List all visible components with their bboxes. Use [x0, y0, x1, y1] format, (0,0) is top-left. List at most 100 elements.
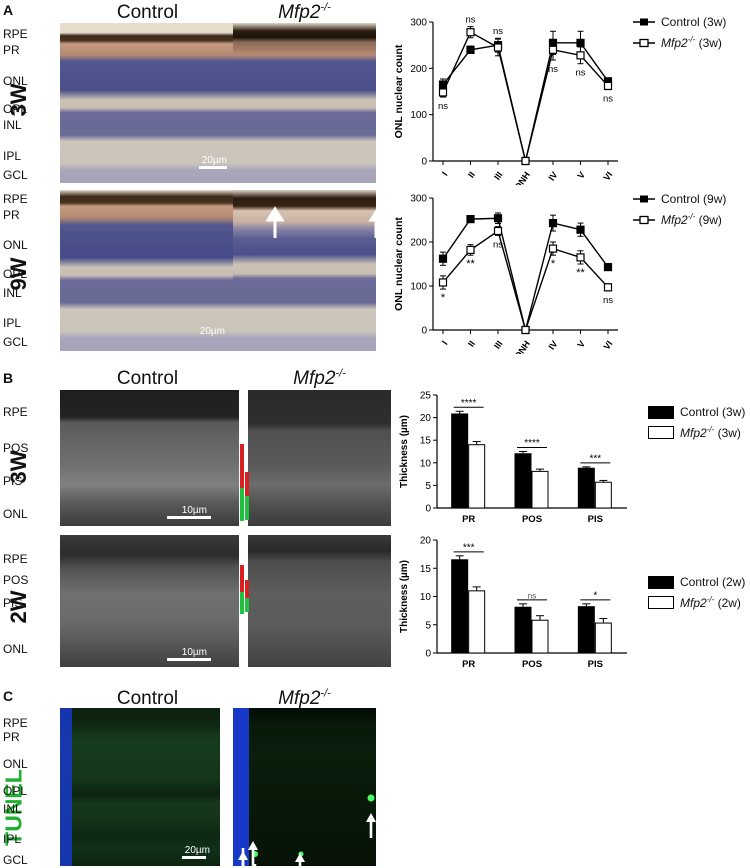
- panel-b-mfp2-title: Mfp2-/-: [293, 368, 346, 390]
- y-tick-label: 200: [410, 64, 427, 75]
- significance-label: **: [466, 258, 475, 270]
- layer-label: GCL: [3, 335, 28, 349]
- significance-label: ns: [465, 15, 475, 26]
- layer-label: IPL: [3, 149, 22, 163]
- x-tick-label: III: [492, 170, 505, 182]
- dapi-edge: [233, 708, 249, 866]
- data-point: [576, 51, 585, 60]
- significance-label: **: [576, 267, 585, 279]
- panel-letter-c: C: [3, 688, 14, 704]
- legend-item: Mfp2-/- (3w): [633, 35, 726, 50]
- significance-label: ***: [589, 453, 601, 464]
- y-tick-label: 10: [420, 592, 432, 603]
- y-tick-label: 100: [410, 282, 427, 293]
- layer-label: ONL: [3, 507, 28, 521]
- panel-c-layers: RPE PR ONL OPL INL IPL GCL: [3, 708, 58, 867]
- x-tick-label: I: [440, 339, 450, 347]
- data-point: [548, 244, 558, 253]
- layer-label: ONL: [3, 642, 28, 656]
- x-tick-label: PIS: [588, 659, 603, 670]
- x-tick-label: II: [466, 170, 477, 180]
- bar: [514, 453, 532, 509]
- data-point: [438, 278, 448, 287]
- bar-chart-2w: 0 5 10 15 20 Thickness (µm) PR *** POS ns PIS *: [399, 536, 627, 670]
- y-tick-label: 300: [410, 194, 427, 205]
- significance-label: ****: [461, 398, 477, 409]
- data-point: [603, 283, 613, 292]
- legend-line-9w: Control (9w) Mfp2-/- (9w): [633, 192, 726, 227]
- x-tick-label: ONH: [512, 170, 532, 185]
- scalebar: [167, 516, 211, 519]
- layer-label: ONL: [3, 74, 28, 88]
- layer-label: IPL: [3, 832, 22, 846]
- x-tick-label: IV: [546, 339, 559, 352]
- significance-label: *: [441, 292, 446, 304]
- x-tick-label: POS: [522, 514, 542, 525]
- data-point: [493, 214, 503, 223]
- significance-label: ***: [463, 542, 475, 553]
- data-point: [438, 88, 448, 97]
- data-point: [548, 218, 558, 228]
- layer-label: RPE: [3, 552, 28, 566]
- panel-letter-a: A: [3, 2, 14, 18]
- y-tick-label: 300: [410, 18, 427, 29]
- bar: [451, 413, 469, 509]
- data-point: [603, 81, 613, 91]
- x-tick-label: ONH: [512, 339, 532, 354]
- y-tick-label: 200: [410, 238, 427, 249]
- panel-letter-b: B: [3, 370, 14, 386]
- y-tick-label: 15: [420, 436, 432, 447]
- panel-a-layers-3w: RPE PR ONL OPL INL IPL GCL: [3, 23, 58, 183]
- scalebar-label: 10µm: [181, 647, 207, 658]
- layer-label: IPL: [3, 316, 22, 330]
- legend-item: Mfp2-/- (3w): [648, 425, 745, 440]
- dapi-edge: [60, 708, 72, 866]
- data-point: [493, 43, 503, 52]
- x-tick-label: I: [440, 170, 450, 178]
- scalebar-label: 20µm: [184, 845, 210, 856]
- bar: [468, 444, 486, 509]
- data-point: [466, 45, 475, 54]
- y-axis-label: Thickness (µm): [399, 560, 410, 633]
- data-point: [603, 262, 613, 272]
- layer-label: POS: [3, 441, 29, 455]
- significance-label: ns: [603, 295, 613, 306]
- series-line: [442, 42, 609, 162]
- bar: [594, 622, 612, 654]
- tunel-image-mfp2: [233, 708, 376, 866]
- scalebar: [182, 856, 206, 859]
- he-image-mfp2-9w: [233, 190, 376, 351]
- data-point: [521, 156, 530, 166]
- em-image-control-2w: 10µm: [60, 535, 239, 667]
- significance-label: *: [551, 258, 556, 270]
- layer-label: GCL: [3, 853, 28, 867]
- data-point: [576, 225, 585, 234]
- x-tick-label: PR: [462, 659, 475, 670]
- scalebar-label: 20µm: [201, 155, 227, 166]
- panel-c-mfp2-title: Mfp2-/-: [278, 688, 331, 710]
- x-tick-label: PIS: [588, 514, 603, 525]
- panel-a-control-title: Control: [116, 2, 179, 23]
- y-tick-label: 0: [421, 157, 427, 168]
- bar: [594, 481, 612, 509]
- x-tick-label: VI: [601, 339, 614, 352]
- layer-label: RPE: [3, 716, 28, 730]
- y-tick-label: 10: [420, 458, 432, 469]
- panel-b-control-title: Control: [116, 368, 179, 389]
- legend-bar-2w: Control (2w) Mfp2-/- (2w): [648, 575, 745, 610]
- panel-b-layers-3w: RPE POS PIS ONL: [3, 390, 58, 526]
- panel-a-layers-9w: RPE PR ONL OPL INL IPL GCL: [3, 190, 58, 351]
- y-tick-label: 0: [421, 326, 427, 337]
- y-tick-label: 100: [410, 110, 427, 121]
- data-point: [493, 226, 503, 236]
- layer-label: PR: [3, 43, 20, 57]
- data-point: [466, 28, 475, 37]
- layer-label: INL: [3, 286, 22, 300]
- y-tick-label: 20: [420, 536, 432, 547]
- bar: [468, 590, 486, 654]
- data-point: [521, 325, 530, 335]
- legend-bar-3w: Control (3w) Mfp2-/- (3w): [648, 405, 745, 440]
- layer-label: POS: [3, 573, 29, 587]
- layer-label: RPE: [3, 405, 28, 419]
